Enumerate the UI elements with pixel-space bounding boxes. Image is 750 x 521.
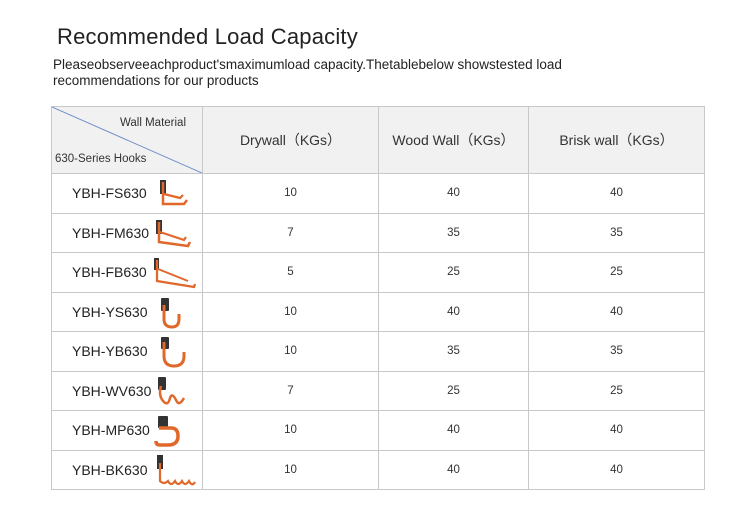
table-header-row: Wall Material 630-Series Hooks Drywall（K… [51, 106, 705, 174]
product-cell: YBH-FS630 [51, 173, 203, 214]
brisk-wall-value: 40 [528, 449, 705, 490]
wood-wall-value: 40 [378, 449, 529, 490]
page-title: Recommended Load Capacity [57, 24, 358, 49]
fs-hook-icon [160, 180, 188, 206]
wood-wall-value: 25 [378, 370, 529, 411]
product-name: YBH-FB630 [72, 264, 147, 280]
brisk-wall-value: 35 [528, 212, 705, 253]
table-row: YBH-BK630 10 40 40 [51, 449, 705, 490]
product-cell: YBH-YB630 [51, 331, 203, 372]
drywall-value: 10 [202, 331, 379, 372]
product-cell: YBH-BK630 [51, 449, 203, 490]
product-name: YBH-WV630 [72, 382, 152, 399]
drywall-value: 10 [202, 410, 379, 451]
table-row: YBH-FS630 10 40 40 [51, 173, 705, 214]
brisk-wall-value: 25 [528, 370, 705, 411]
product-cell: YBH-YS630 [51, 291, 203, 332]
product-cell: YBH-FB630 [51, 252, 203, 293]
ys-hook-icon [161, 297, 181, 329]
product-cell: YBH-WV630 [51, 370, 203, 411]
series-hooks-label: 630-Series Hooks [55, 153, 147, 165]
product-name: YBH-BK630 [72, 461, 148, 478]
product-name: YBH-YB630 [72, 343, 148, 359]
brisk-wall-value: 40 [528, 173, 705, 214]
wall-material-label: Wall Material [119, 117, 186, 129]
brisk-wall-value: 40 [528, 410, 705, 451]
column-header-drywall: Drywall（KGs） [202, 106, 379, 174]
wood-wall-value: 40 [378, 173, 529, 214]
drywall-value: 10 [202, 173, 379, 214]
product-cell: YBH-FM630 [51, 212, 203, 253]
page-subtitle: Pleaseobserveeachproduct'smaximumload ca… [53, 57, 562, 88]
product-name: YBH-FM630 [72, 224, 150, 241]
bk-hook-icon [157, 454, 196, 485]
table-row: YBH-YB630 10 35 35 [51, 331, 705, 372]
drywall-value: 7 [202, 370, 379, 411]
drywall-value: 7 [202, 212, 379, 253]
corner-diagonal-line [52, 107, 202, 173]
product-name: YBH-YS630 [72, 303, 148, 320]
brisk-wall-value: 25 [528, 252, 705, 293]
brisk-wall-value: 35 [528, 331, 705, 372]
table-row: YBH-YS630 10 40 40 [51, 291, 705, 332]
wood-wall-value: 35 [378, 212, 529, 253]
mp-hook-icon [154, 416, 180, 447]
brisk-wall-value: 40 [528, 291, 705, 332]
drywall-value: 10 [202, 449, 379, 490]
yb-hook-icon [161, 337, 186, 368]
drywall-value: 10 [202, 291, 379, 332]
wv-hook-icon [158, 376, 186, 405]
table-row: YBH-WV630 7 25 25 [51, 370, 705, 411]
wood-wall-value: 35 [378, 331, 529, 372]
corner-header-cell: Wall Material 630-Series Hooks [51, 106, 203, 174]
table-row: YBH-MP630 10 40 40 [51, 410, 705, 451]
column-header-wood-wall: Wood Wall（KGs） [378, 106, 529, 174]
product-name: YBH-MP630 [72, 422, 150, 438]
wood-wall-value: 40 [378, 291, 529, 332]
table-row: YBH-FB630 5 25 25 [51, 252, 705, 293]
load-capacity-table: Wall Material 630-Series Hooks Drywall（K… [51, 106, 705, 490]
drywall-value: 5 [202, 252, 379, 293]
wood-wall-value: 40 [378, 410, 529, 451]
table-row: YBH-FM630 7 35 35 [51, 212, 705, 253]
column-header-brisk-wall: Brisk wall（KGs） [528, 106, 705, 174]
fm-hook-icon [156, 219, 192, 247]
fb-hook-icon [154, 258, 196, 289]
wood-wall-value: 25 [378, 252, 529, 293]
product-cell: YBH-MP630 [51, 410, 203, 451]
product-name: YBH-FS630 [72, 185, 147, 201]
